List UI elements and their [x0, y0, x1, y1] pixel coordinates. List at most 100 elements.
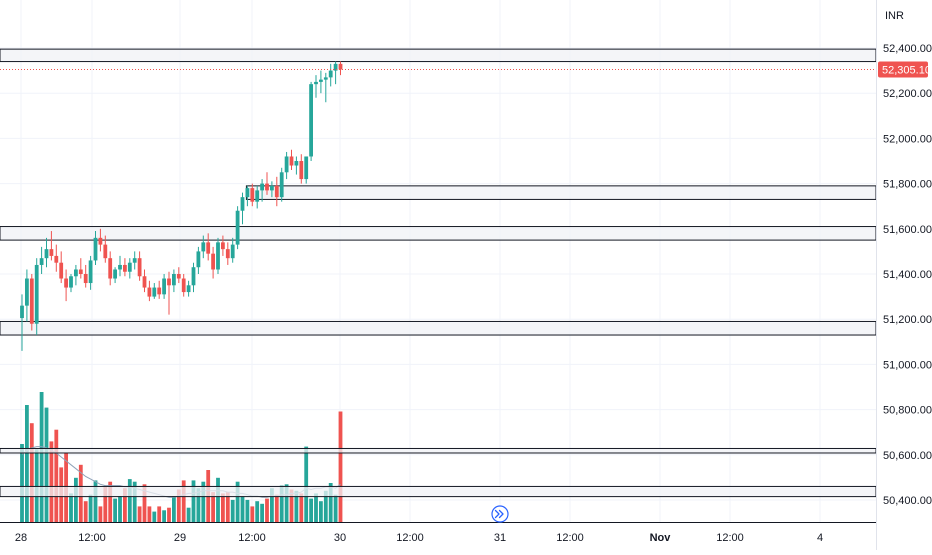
candle-body — [20, 305, 24, 319]
candle-body — [157, 287, 162, 295]
volume-bar — [69, 493, 73, 522]
candle-body — [186, 285, 191, 293]
price-zone-rectangle[interactable] — [245, 185, 877, 200]
last-price-label-badge — [878, 61, 928, 78]
candle-body — [260, 183, 264, 191]
volume-bar — [235, 481, 240, 522]
volume-bar — [299, 493, 304, 522]
volume-bar — [88, 494, 93, 522]
volume-bar — [260, 503, 264, 522]
price-zone-rectangle[interactable] — [0, 226, 877, 241]
volume-bar — [255, 501, 260, 522]
volume-bar — [25, 405, 29, 522]
time-tick-label: 12:00 — [556, 532, 584, 544]
candle-body — [191, 267, 196, 286]
volume-bar — [108, 481, 113, 522]
volume-bar — [118, 496, 122, 522]
candle-body — [319, 79, 323, 82]
candle-body — [34, 264, 39, 324]
volume-bar — [152, 511, 157, 522]
last-price-label: 52,305.10 — [882, 64, 931, 76]
volume-bar — [167, 507, 171, 522]
price-axis[interactable]: 52,400.00 52,200.00 52,000.00 51,800.00 51,6… — [876, 0, 932, 550]
volume-bar — [196, 488, 201, 522]
volume-bar — [172, 496, 176, 522]
volume-bar — [230, 499, 235, 522]
price-tick-label: 50,800.00 — [883, 405, 932, 417]
price-tick-label: 50,600.00 — [883, 450, 932, 462]
price-tick-label: 52,400.00 — [883, 43, 932, 55]
candle-body — [108, 258, 113, 279]
volume-bar — [191, 480, 196, 522]
price-zones[interactable] — [0, 48, 877, 498]
price-tick-label: 52,200.00 — [883, 88, 932, 100]
volume-bar — [181, 480, 186, 522]
price-zone-rectangle[interactable] — [0, 485, 877, 498]
candle-body — [137, 258, 142, 277]
candles — [20, 61, 343, 351]
volume-bar — [265, 498, 269, 522]
candle-body — [196, 251, 201, 268]
double-chevron-right-icon[interactable] — [494, 509, 504, 519]
time-tick-label: 29 — [174, 532, 186, 544]
candle-body — [69, 276, 73, 288]
candle-body — [270, 185, 274, 191]
candle-body — [294, 161, 299, 166]
volume-bar — [211, 492, 215, 522]
volume-bar — [201, 481, 206, 522]
candle-body — [83, 274, 88, 284]
time-tick-label: 12:00 — [78, 532, 106, 544]
price-tick-label: 51,400.00 — [883, 269, 932, 281]
price-zone-rectangle[interactable] — [0, 447, 877, 454]
candle-body — [162, 278, 166, 295]
volume-bar — [44, 407, 49, 522]
scroll-to-realtime-circle[interactable] — [491, 505, 509, 523]
candle-body — [181, 278, 186, 293]
volume-bars — [20, 392, 343, 522]
price-zone-rectangle[interactable] — [0, 320, 877, 336]
candle-body — [309, 84, 313, 157]
volume-bar — [289, 489, 294, 522]
volume-bar — [294, 490, 299, 522]
candle-body — [265, 183, 269, 191]
volume-bar — [157, 506, 162, 522]
scroll-to-realtime-button[interactable] — [491, 505, 509, 523]
candle-body — [103, 244, 108, 259]
candle-body — [211, 253, 215, 270]
candle-body — [49, 249, 54, 256]
time-tick-label: 12:00 — [238, 532, 266, 544]
candle-body — [338, 63, 343, 70]
candle-body — [255, 190, 260, 202]
volume-bar — [279, 485, 284, 522]
time-tick-label: 28 — [15, 532, 27, 544]
volume-bar — [240, 496, 245, 522]
candle-body — [235, 210, 240, 245]
candle-body — [29, 278, 34, 324]
candle-body — [113, 269, 117, 279]
volume-bar — [113, 498, 117, 522]
volume-bar — [274, 494, 279, 522]
time-tick-label: Nov — [650, 532, 672, 544]
candle-body — [279, 172, 284, 198]
volume-bar — [328, 483, 333, 522]
volume-bar — [147, 506, 152, 522]
price-zone-rectangle[interactable] — [0, 48, 877, 63]
candle-body — [250, 188, 255, 202]
candle-body — [225, 249, 230, 259]
candle-body — [127, 262, 132, 272]
price-tick-label: 51,800.00 — [883, 179, 932, 191]
volume-bar — [245, 499, 250, 522]
candle-body — [64, 278, 68, 288]
price-axis-background — [876, 0, 932, 550]
volume-bar — [338, 411, 343, 522]
candle-body — [118, 264, 122, 270]
time-axis[interactable]: 28 12:00 29 12:00 30 12:00 31 12:00 Nov 12:00 4 — [0, 522, 876, 550]
volume-bar — [93, 480, 98, 522]
volume-bar — [270, 488, 274, 522]
volume-bar — [83, 501, 88, 522]
candle-body — [230, 244, 235, 259]
volume-bar — [54, 429, 59, 522]
candle-body — [88, 260, 93, 284]
